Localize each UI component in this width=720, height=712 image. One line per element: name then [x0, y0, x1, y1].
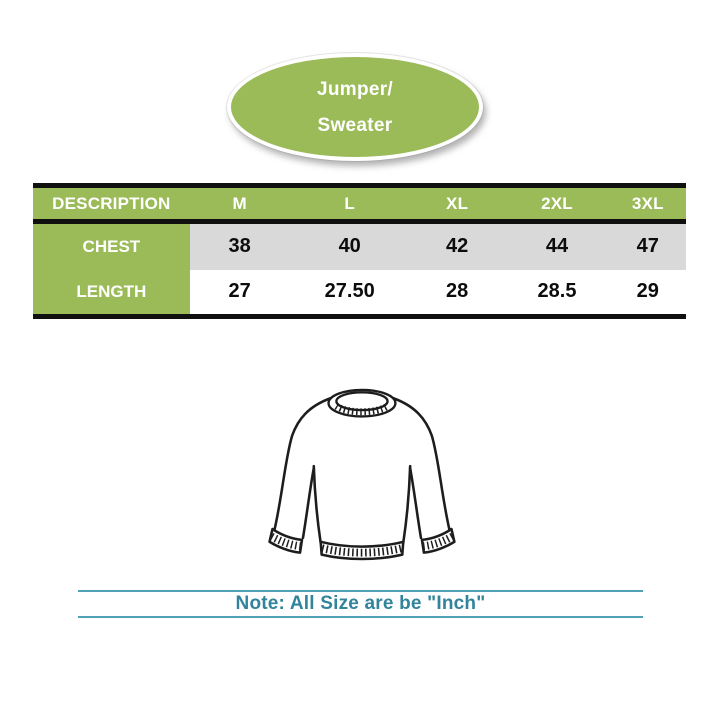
- size-note: Note: All Size are be "Inch": [78, 590, 643, 618]
- chest-value-xl: 42: [409, 221, 505, 270]
- row-label-length: LENGTH: [33, 269, 190, 317]
- sweater-illustration: [242, 372, 478, 572]
- length-value-xl: 28: [409, 269, 505, 317]
- size-table: DESCRIPTION M L XL 2XL 3XL CHEST 38 40 4…: [33, 183, 686, 319]
- badge-title-line1: Jumper/: [316, 78, 393, 100]
- header-cell-m: M: [189, 185, 290, 224]
- header-cell-description: DESCRIPTION: [33, 185, 190, 224]
- table-row-length: LENGTH 27 27.50 28 28.5 29: [33, 269, 686, 317]
- chest-value-l: 40: [289, 221, 410, 270]
- length-value-3xl: 29: [609, 269, 686, 317]
- table-row-chest: CHEST 38 40 42 44 47: [33, 221, 686, 270]
- header-cell-l: L: [289, 185, 410, 224]
- chest-value-2xl: 44: [504, 221, 610, 270]
- header-cell-3xl: 3XL: [609, 185, 686, 224]
- header-cell-xl: XL: [409, 185, 505, 224]
- product-title-badge: Jumper/ Sweater: [227, 53, 483, 161]
- header-cell-2xl: 2XL: [504, 185, 610, 224]
- chest-value-3xl: 47: [609, 221, 686, 270]
- length-value-m: 27: [189, 269, 290, 317]
- chest-value-m: 38: [189, 221, 290, 270]
- length-value-2xl: 28.5: [504, 269, 610, 317]
- row-label-chest: CHEST: [33, 221, 190, 270]
- sweater-icon: [268, 388, 456, 561]
- size-note-text: Note: All Size are be "Inch": [235, 593, 486, 614]
- size-table-header-row: DESCRIPTION M L XL 2XL 3XL: [33, 185, 686, 224]
- length-value-l: 27.50: [289, 269, 410, 317]
- badge-title-line2: Sweater: [317, 114, 393, 136]
